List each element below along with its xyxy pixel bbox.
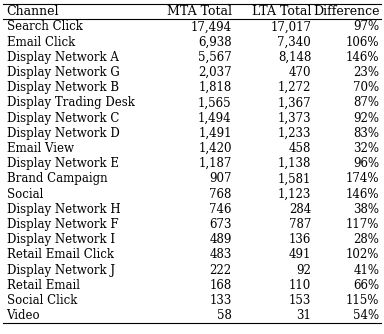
Text: Display Network G: Display Network G bbox=[7, 66, 119, 79]
Text: 153: 153 bbox=[289, 294, 311, 307]
Text: 1,138: 1,138 bbox=[278, 157, 311, 170]
Text: Display Network B: Display Network B bbox=[7, 81, 119, 94]
Text: 17,494: 17,494 bbox=[190, 20, 232, 33]
Text: 5,567: 5,567 bbox=[198, 51, 232, 64]
Text: 102%: 102% bbox=[346, 248, 379, 262]
Text: 146%: 146% bbox=[346, 188, 379, 200]
Text: 2,037: 2,037 bbox=[198, 66, 232, 79]
Text: 458: 458 bbox=[289, 142, 311, 155]
Text: 110: 110 bbox=[289, 279, 311, 292]
Text: 136: 136 bbox=[289, 233, 311, 246]
Text: Video: Video bbox=[7, 309, 40, 322]
Text: 92: 92 bbox=[296, 264, 311, 277]
Text: 146%: 146% bbox=[346, 51, 379, 64]
Text: 1,272: 1,272 bbox=[278, 81, 311, 94]
Text: Display Network D: Display Network D bbox=[7, 127, 119, 140]
Text: Display Network H: Display Network H bbox=[7, 203, 120, 216]
Text: Email View: Email View bbox=[7, 142, 74, 155]
Text: 483: 483 bbox=[209, 248, 232, 262]
Text: 1,491: 1,491 bbox=[198, 127, 232, 140]
Text: Channel: Channel bbox=[7, 5, 59, 18]
Text: 1,373: 1,373 bbox=[278, 112, 311, 125]
Text: 70%: 70% bbox=[353, 81, 379, 94]
Text: Retail Email Click: Retail Email Click bbox=[7, 248, 114, 262]
Text: 17,017: 17,017 bbox=[270, 20, 311, 33]
Text: 31: 31 bbox=[296, 309, 311, 322]
Text: 284: 284 bbox=[289, 203, 311, 216]
Text: 38%: 38% bbox=[353, 203, 379, 216]
Text: 1,818: 1,818 bbox=[199, 81, 232, 94]
Text: 6,938: 6,938 bbox=[198, 35, 232, 48]
Text: 174%: 174% bbox=[346, 172, 379, 185]
Text: 1,581: 1,581 bbox=[278, 172, 311, 185]
Text: 491: 491 bbox=[289, 248, 311, 262]
Text: Display Network I: Display Network I bbox=[7, 233, 115, 246]
Text: LTA Total: LTA Total bbox=[252, 5, 311, 18]
Text: 470: 470 bbox=[289, 66, 311, 79]
Text: 768: 768 bbox=[209, 188, 232, 200]
Text: Retail Email: Retail Email bbox=[7, 279, 79, 292]
Text: MTA Total: MTA Total bbox=[167, 5, 232, 18]
Text: 1,123: 1,123 bbox=[278, 188, 311, 200]
Text: Display Network C: Display Network C bbox=[7, 112, 119, 125]
Text: 1,187: 1,187 bbox=[199, 157, 232, 170]
Text: Email Click: Email Click bbox=[7, 35, 75, 48]
Text: 115%: 115% bbox=[346, 294, 379, 307]
Text: 54%: 54% bbox=[353, 309, 379, 322]
Text: 106%: 106% bbox=[346, 35, 379, 48]
Text: 1,233: 1,233 bbox=[278, 127, 311, 140]
Text: 28%: 28% bbox=[353, 233, 379, 246]
Text: 1,494: 1,494 bbox=[198, 112, 232, 125]
Text: 83%: 83% bbox=[353, 127, 379, 140]
Text: Display Network E: Display Network E bbox=[7, 157, 119, 170]
Text: 489: 489 bbox=[209, 233, 232, 246]
Text: Social: Social bbox=[7, 188, 43, 200]
Text: 92%: 92% bbox=[353, 112, 379, 125]
Text: 58: 58 bbox=[217, 309, 232, 322]
Text: 1,565: 1,565 bbox=[198, 96, 232, 109]
Text: 23%: 23% bbox=[353, 66, 379, 79]
Text: Brand Campaign: Brand Campaign bbox=[7, 172, 107, 185]
Text: 41%: 41% bbox=[353, 264, 379, 277]
Text: 907: 907 bbox=[209, 172, 232, 185]
Text: 1,367: 1,367 bbox=[278, 96, 311, 109]
Text: 66%: 66% bbox=[353, 279, 379, 292]
Text: 7,340: 7,340 bbox=[278, 35, 311, 48]
Text: 96%: 96% bbox=[353, 157, 379, 170]
Text: Display Network A: Display Network A bbox=[7, 51, 118, 64]
Text: 32%: 32% bbox=[353, 142, 379, 155]
Text: 117%: 117% bbox=[346, 218, 379, 231]
Text: 8,148: 8,148 bbox=[278, 51, 311, 64]
Text: Display Network F: Display Network F bbox=[7, 218, 118, 231]
Text: Difference: Difference bbox=[313, 5, 379, 18]
Text: 1,420: 1,420 bbox=[198, 142, 232, 155]
Text: 222: 222 bbox=[210, 264, 232, 277]
Text: 97%: 97% bbox=[353, 20, 379, 33]
Text: 168: 168 bbox=[210, 279, 232, 292]
Text: 746: 746 bbox=[209, 203, 232, 216]
Text: 87%: 87% bbox=[353, 96, 379, 109]
Text: Search Click: Search Click bbox=[7, 20, 83, 33]
Text: Social Click: Social Click bbox=[7, 294, 77, 307]
Text: 133: 133 bbox=[209, 294, 232, 307]
Text: 673: 673 bbox=[209, 218, 232, 231]
Text: Display Trading Desk: Display Trading Desk bbox=[7, 96, 134, 109]
Text: 787: 787 bbox=[289, 218, 311, 231]
Text: Display Network J: Display Network J bbox=[7, 264, 115, 277]
